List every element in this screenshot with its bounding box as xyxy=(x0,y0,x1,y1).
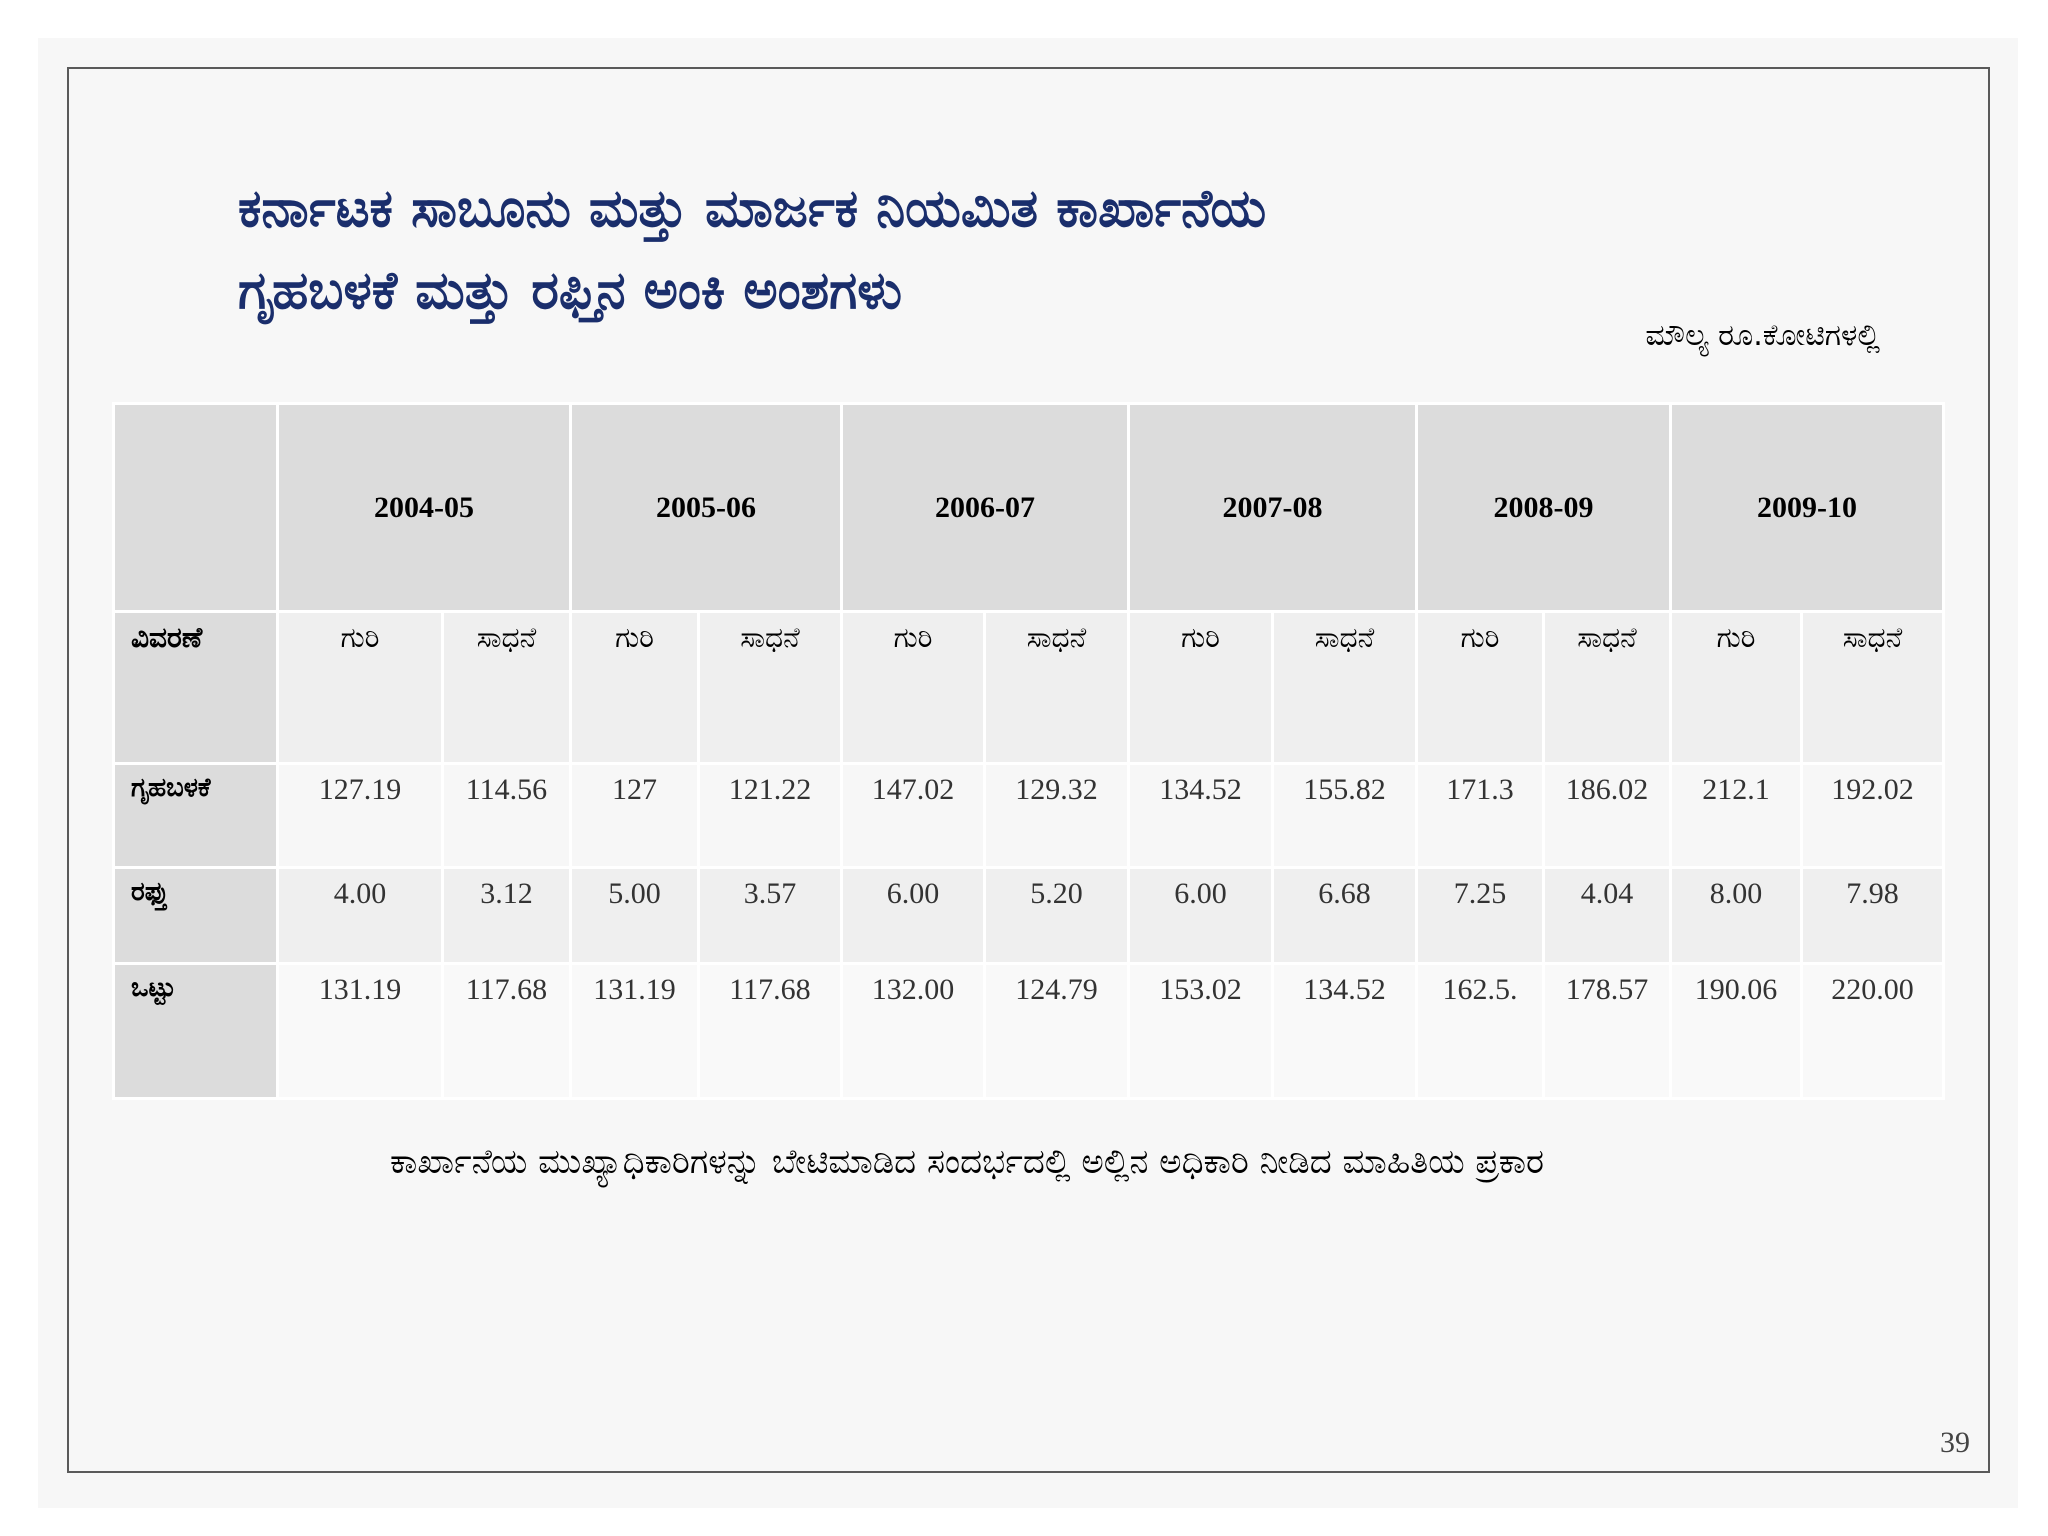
target-header: ಗುರಿ xyxy=(276,610,444,765)
table-cell: 147.02 xyxy=(840,762,986,869)
row-label: ಗೃಹಬಳಕೆ xyxy=(112,762,279,869)
slide-title-line-1: ಕರ್ನಾಟಕ ಸಾಬೂನು ಮತ್ತು ಮಾರ್ಜಕ ನಿಯಮಿತ ಕಾರ್ಖ… xyxy=(238,179,1267,239)
table-cell: 6.00 xyxy=(840,866,986,965)
table-cell: 114.56 xyxy=(441,762,572,869)
table-cell: 129.32 xyxy=(983,762,1130,869)
achievement-header: ಸಾಧನೆ xyxy=(1271,610,1418,765)
table-cell: 3.12 xyxy=(441,866,572,965)
year-header: 2008-09 xyxy=(1415,402,1672,613)
data-table: 2004-05 2005-06 2006-07 2007-08 2008-09 … xyxy=(112,402,1945,1100)
table-cell: 127 xyxy=(569,762,700,869)
table-cell: 162.5. xyxy=(1415,962,1545,1100)
table-cell: 3.57 xyxy=(697,866,843,965)
year-header: 2007-08 xyxy=(1127,402,1418,613)
table-cell: 212.1 xyxy=(1669,762,1803,869)
row-header-label: ವಿವರಣೆ xyxy=(112,610,279,765)
table-cell: 5.00 xyxy=(569,866,700,965)
table-cell: 127.19 xyxy=(276,762,444,869)
table-cell: 134.52 xyxy=(1127,762,1274,869)
table-cell: 131.19 xyxy=(569,962,700,1100)
table-cell: 8.00 xyxy=(1669,866,1803,965)
sub-header-row: ವಿವರಣೆ ಗುರಿ ಸಾಧನೆ ಗುರಿ ಸಾಧನೆ ಗುರಿ ಸಾಧನೆ … xyxy=(112,610,1945,765)
target-header: ಗುರಿ xyxy=(1127,610,1274,765)
achievement-header: ಸಾಧನೆ xyxy=(441,610,572,765)
year-header-row: 2004-05 2005-06 2006-07 2007-08 2008-09 … xyxy=(112,402,1945,613)
achievement-header: ಸಾಧನೆ xyxy=(1542,610,1672,765)
table-row-export: ರಫ್ತು 4.00 3.12 5.00 3.57 6.00 5.20 6.00… xyxy=(112,866,1945,965)
table-cell: 186.02 xyxy=(1542,762,1672,869)
page-number: 39 xyxy=(1940,1426,1970,1459)
corner-cell xyxy=(112,402,279,613)
table-cell: 155.82 xyxy=(1271,762,1418,869)
table-cell: 4.04 xyxy=(1542,866,1672,965)
table-cell: 171.3 xyxy=(1415,762,1545,869)
slide-title: ಕರ್ನಾಟಕ ಸಾಬೂನು ಮತ್ತು ಮಾರ್ಜಕ ನಿಯಮಿತ ಕಾರ್ಖ… xyxy=(238,168,1838,332)
table-cell: 220.00 xyxy=(1800,962,1945,1100)
target-header: ಗುರಿ xyxy=(1415,610,1545,765)
slide-frame xyxy=(67,67,1990,1473)
target-header: ಗುರಿ xyxy=(1669,610,1803,765)
target-header: ಗುರಿ xyxy=(840,610,986,765)
row-label: ರಫ್ತು xyxy=(112,866,279,965)
table-cell: 7.25 xyxy=(1415,866,1545,965)
table-cell: 153.02 xyxy=(1127,962,1274,1100)
table-cell: 132.00 xyxy=(840,962,986,1100)
table-cell: 124.79 xyxy=(983,962,1130,1100)
table-cell: 190.06 xyxy=(1669,962,1803,1100)
table-cell: 7.98 xyxy=(1800,866,1945,965)
slide-title-line-2: ಗೃಹಬಳಕೆ ಮತ್ತು ರಫ್ತಿನ ಅಂಕಿ ಅಂಶಗಳು xyxy=(238,261,903,321)
table-cell: 134.52 xyxy=(1271,962,1418,1100)
year-header: 2004-05 xyxy=(276,402,572,613)
year-header: 2009-10 xyxy=(1669,402,1945,613)
table-cell: 117.68 xyxy=(697,962,843,1100)
table-cell: 121.22 xyxy=(697,762,843,869)
table-cell: 178.57 xyxy=(1542,962,1672,1100)
table-cell: 6.00 xyxy=(1127,866,1274,965)
table-cell: 6.68 xyxy=(1271,866,1418,965)
achievement-header: ಸಾಧನೆ xyxy=(697,610,843,765)
table-cell: 192.02 xyxy=(1800,762,1945,869)
year-header: 2006-07 xyxy=(840,402,1130,613)
table-row-total: ಒಟ್ಟು 131.19 117.68 131.19 117.68 132.00… xyxy=(112,962,1945,1100)
year-header: 2005-06 xyxy=(569,402,843,613)
table-cell: 131.19 xyxy=(276,962,444,1100)
source-note: ಕಾರ್ಖಾನೆಯ ಮುಖ್ಯಾಧಿಕಾರಿಗಳನ್ನು ಬೇಟಿಮಾಡಿದ ಸ… xyxy=(390,1142,1544,1182)
table-row-domestic: ಗೃಹಬಳಕೆ 127.19 114.56 127 121.22 147.02 … xyxy=(112,762,1945,869)
table-cell: 117.68 xyxy=(441,962,572,1100)
achievement-header: ಸಾಧನೆ xyxy=(983,610,1130,765)
achievement-header: ಸಾಧನೆ xyxy=(1800,610,1945,765)
target-header: ಗುರಿ xyxy=(569,610,700,765)
unit-note: ಮೌಲ್ಯ ರೂ.ಕೋಟಿಗಳಲ್ಲಿ xyxy=(1645,318,1880,353)
row-label: ಒಟ್ಟು xyxy=(112,962,279,1100)
table-cell: 5.20 xyxy=(983,866,1130,965)
table-cell: 4.00 xyxy=(276,866,444,965)
